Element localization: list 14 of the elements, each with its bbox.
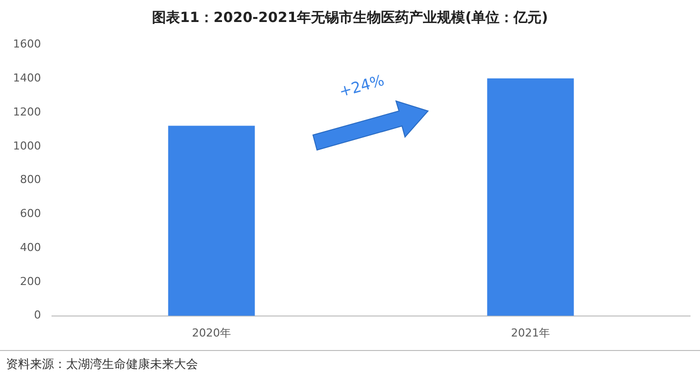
y-tick-label: 400: [20, 240, 41, 254]
x-tick-label: 2020年: [192, 326, 231, 340]
y-tick-label: 0: [34, 308, 41, 322]
y-tick-label: 1600: [12, 38, 41, 51]
chart-title: 图表11：2020-2021年无锡市生物医药产业规模(单位：亿元): [152, 9, 548, 26]
y-tick-label: 600: [20, 207, 41, 220]
annotation: +24%: [337, 71, 386, 101]
x-tick-label: 2021年: [511, 326, 550, 340]
y-tick-label: 1200: [12, 105, 41, 118]
y-tick-label: 200: [20, 274, 41, 288]
y-tick-label: 800: [20, 173, 41, 186]
text: 资料来源：太湖湾生命健康未来大会: [6, 357, 198, 371]
y-tick-label: 1000: [12, 139, 41, 152]
y-tick-label: 1400: [12, 72, 41, 85]
